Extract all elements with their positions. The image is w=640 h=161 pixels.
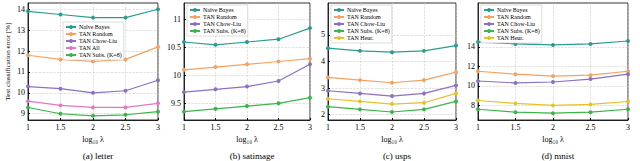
- svg-text:11: 11: [17, 67, 25, 76]
- svg-text:3: 3: [156, 123, 160, 132]
- svg-text:8: 8: [471, 101, 475, 110]
- svg-text:11: 11: [173, 15, 181, 24]
- svg-text:9.5: 9.5: [171, 99, 181, 108]
- svg-text:13: 13: [17, 26, 25, 35]
- svg-text:2: 2: [245, 123, 249, 132]
- svg-text:(a) letter: (a) letter: [83, 151, 114, 161]
- svg-text:2.5: 2.5: [419, 123, 429, 132]
- svg-text:10: 10: [173, 71, 181, 80]
- svg-text:1: 1: [326, 123, 330, 132]
- svg-text:4: 4: [321, 57, 325, 66]
- svg-text:TAN Heur.: TAN Heur.: [347, 35, 374, 41]
- svg-text:9: 9: [21, 109, 25, 118]
- svg-text:12: 12: [467, 62, 475, 71]
- svg-text:Naïve Bayes: Naïve Bayes: [347, 7, 378, 13]
- svg-text:2: 2: [390, 123, 394, 132]
- svg-text:log₁₀ λ: log₁₀ λ: [542, 135, 564, 144]
- svg-text:2: 2: [321, 110, 325, 119]
- svg-text:1: 1: [476, 123, 480, 132]
- svg-text:14: 14: [467, 42, 475, 51]
- svg-text:2.5: 2.5: [586, 123, 596, 132]
- svg-text:10: 10: [17, 88, 25, 97]
- svg-text:(c) usps: (c) usps: [383, 151, 412, 161]
- svg-text:TAN Chow-Liu: TAN Chow-Liu: [497, 21, 535, 27]
- svg-text:log₁₀ λ: log₁₀ λ: [82, 135, 104, 144]
- svg-text:2: 2: [551, 123, 555, 132]
- svg-text:log₁₀ λ: log₁₀ λ: [381, 135, 403, 144]
- svg-text:10: 10: [467, 81, 475, 90]
- svg-text:TAN Random: TAN Random: [497, 14, 531, 20]
- svg-text:log₁₀ λ: log₁₀ λ: [236, 135, 258, 144]
- svg-text:3: 3: [308, 123, 312, 132]
- svg-text:1: 1: [26, 123, 30, 132]
- svg-text:2: 2: [91, 123, 95, 132]
- svg-text:TAN Heur.: TAN Heur.: [497, 35, 524, 41]
- svg-text:1.5: 1.5: [511, 123, 521, 132]
- svg-text:3: 3: [321, 84, 325, 93]
- svg-text:3: 3: [626, 123, 630, 132]
- svg-text:1: 1: [182, 123, 186, 132]
- svg-text:TAN Subs. (K=8): TAN Subs. (K=8): [203, 28, 246, 35]
- svg-text:3: 3: [454, 123, 458, 132]
- svg-text:TAN Random: TAN Random: [79, 31, 113, 37]
- svg-text:TAN Subs. (K=8): TAN Subs. (K=8): [79, 52, 122, 59]
- svg-text:TAN Random: TAN Random: [347, 14, 381, 20]
- svg-text:10.5: 10.5: [167, 43, 181, 52]
- svg-text:Naïve Bayes: Naïve Bayes: [79, 24, 110, 30]
- svg-text:TAN Random: TAN Random: [203, 14, 237, 20]
- svg-text:2.5: 2.5: [274, 123, 284, 132]
- svg-text:1.5: 1.5: [355, 123, 365, 132]
- svg-text:14: 14: [17, 5, 25, 14]
- svg-text:1.5: 1.5: [56, 123, 66, 132]
- svg-text:5: 5: [321, 30, 325, 39]
- svg-text:TAN Chow-Liu: TAN Chow-Liu: [79, 38, 117, 44]
- svg-text:TAN Chow-Liu: TAN Chow-Liu: [203, 21, 241, 27]
- svg-text:Naïve Bayes: Naïve Bayes: [203, 7, 234, 13]
- svg-text:(b) satimage: (b) satimage: [230, 151, 275, 161]
- svg-text:Test classification error [%]: Test classification error [%]: [4, 23, 12, 101]
- svg-text:TAN Subs. (K=8): TAN Subs. (K=8): [347, 28, 390, 35]
- svg-text:TAN Chow-Liu: TAN Chow-Liu: [347, 21, 385, 27]
- svg-text:Naïve Bayes: Naïve Bayes: [497, 7, 528, 13]
- svg-text:(d) mnist: (d) mnist: [542, 151, 575, 161]
- svg-text:12: 12: [17, 47, 25, 56]
- svg-text:2.5: 2.5: [121, 123, 131, 132]
- svg-text:TAN Subs. (K=8): TAN Subs. (K=8): [497, 28, 540, 35]
- svg-text:1.5: 1.5: [211, 123, 221, 132]
- svg-text:TAN All: TAN All: [79, 45, 100, 51]
